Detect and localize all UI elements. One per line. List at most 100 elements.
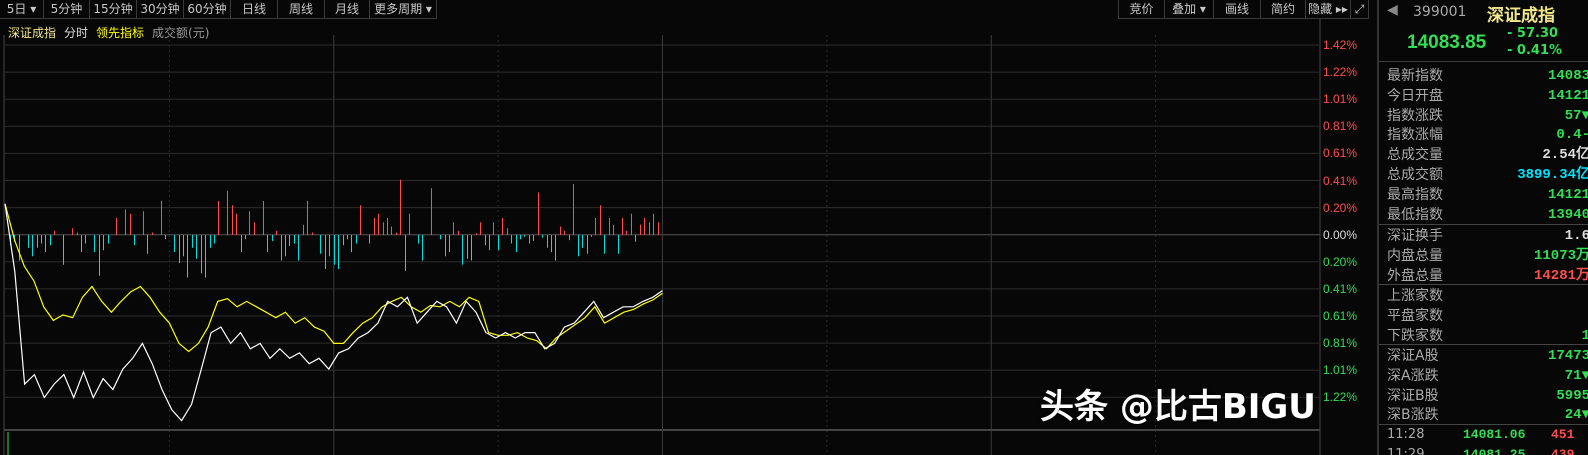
legend-mode[interactable]: 分时	[64, 26, 89, 40]
tool-button-1[interactable]: 叠加 ▾	[1165, 0, 1214, 19]
y-tick-label: 0.41%	[1323, 281, 1358, 296]
stat-row: 总成交额 3899.34亿	[1379, 165, 1588, 185]
stat-label: 外盘总量	[1387, 267, 1443, 284]
stat-label: 今日开盘	[1387, 87, 1443, 104]
tick-price: 14081.06	[1463, 427, 1526, 442]
stat-value: ▼24	[1564, 407, 1588, 424]
price-line	[4, 203, 663, 422]
stat-value: 11073万	[1533, 247, 1588, 264]
stat-row: 内盘总量 11073万	[1379, 246, 1588, 266]
stat-label: 平盘家数	[1387, 307, 1443, 324]
chart-legend: 深证成指 分时 领先指标 成交额(元)	[8, 24, 209, 41]
stat-row: 深A涨跌 ▼71	[1379, 366, 1588, 386]
stat-value: 14121	[1547, 87, 1588, 104]
divider	[1379, 424, 1588, 425]
stat-row: 外盘总量 14281万	[1379, 266, 1588, 286]
stat-row: 上涨家数	[1379, 286, 1588, 306]
stat-value: ▼71	[1564, 367, 1588, 384]
tick-volume: 439	[1551, 447, 1575, 455]
stat-label: 内盘总量	[1387, 247, 1443, 264]
stat-value: 3899.34亿	[1517, 167, 1588, 183]
stat-row: 深证B股 5995	[1379, 386, 1588, 406]
stat-value: -0.4	[1556, 127, 1588, 144]
stat-row: 最高指数 14121	[1379, 185, 1588, 205]
tick-row: 11:28 14081.06 451	[1379, 425, 1588, 445]
y-tick-label: 0.41%	[1323, 173, 1358, 188]
stat-label: 深B涨跌	[1387, 407, 1439, 424]
prev-arrow-icon[interactable]: ◀	[1387, 2, 1398, 18]
period-button-8[interactable]: 更多周期 ▾	[370, 0, 437, 19]
stat-label: 最高指数	[1387, 186, 1443, 203]
tick-row: 11:29 14081.25 439	[1379, 445, 1588, 455]
stat-row: 最低指数 13940	[1379, 205, 1588, 225]
divider	[1379, 344, 1588, 345]
index-code: 399001	[1413, 4, 1467, 20]
stat-row: 平盘家数	[1379, 306, 1588, 326]
stat-label: 最新指数	[1387, 68, 1443, 84]
stat-value: 14281万	[1533, 267, 1588, 284]
y-tick-label: 0.61%	[1323, 146, 1358, 161]
stat-value: 2.54亿	[1542, 147, 1588, 164]
y-tick-label: 1.22%	[1323, 65, 1358, 80]
stat-value: 17473	[1547, 348, 1588, 364]
stat-value: 13940	[1547, 206, 1588, 223]
period-button-2[interactable]: 15分钟	[90, 0, 137, 19]
tool-button-3[interactable]: 简约	[1261, 0, 1306, 19]
stat-label: 指数涨跌	[1387, 107, 1443, 124]
quote-panel: ◀ 399001 深证成指 14083.85 - 57.30 - 0.41% 最…	[1377, 0, 1588, 455]
tick-time: 11:29	[1387, 447, 1425, 455]
period-button-1[interactable]: 5分钟	[44, 0, 90, 19]
stat-label: 总成交额	[1387, 167, 1443, 183]
y-tick-label: 1.42%	[1323, 38, 1358, 52]
stat-value: 5995	[1556, 387, 1588, 404]
stat-label: 最低指数	[1387, 206, 1443, 223]
stat-row: 深证换手 1.6	[1379, 226, 1588, 246]
divider	[1379, 284, 1588, 285]
tool-button-5[interactable]: ⤢	[1351, 0, 1369, 19]
y-tick-label: 0.20%	[1323, 254, 1358, 269]
stat-value: 14083	[1547, 68, 1588, 84]
legend-volume[interactable]: 成交额(元)	[152, 26, 210, 40]
stat-row: 指数涨幅 -0.4	[1379, 125, 1588, 145]
y-tick-label: 1.01%	[1323, 363, 1358, 378]
y-tick-label: 0.81%	[1323, 336, 1358, 351]
period-button-0[interactable]: 5日 ▾	[0, 0, 44, 19]
tool-button-4[interactable]: 隐藏 ▸▸	[1306, 0, 1351, 19]
stat-label: 深A涨跌	[1387, 367, 1439, 384]
stat-label: 下跌家数	[1387, 327, 1443, 344]
intraday-chart[interactable]	[0, 0, 1377, 455]
stat-row: 下跌家数 1	[1379, 326, 1588, 346]
price-change-pct: - 0.41%	[1507, 43, 1563, 58]
lead-indicator-line	[4, 203, 663, 353]
stat-label: 指数涨幅	[1387, 127, 1443, 144]
y-tick-label: 0.20%	[1323, 200, 1358, 215]
stat-label: 深证A股	[1387, 348, 1439, 364]
period-button-6[interactable]: 周线	[278, 0, 325, 19]
divider	[1379, 224, 1588, 225]
stat-row: 深B涨跌 ▼24	[1379, 405, 1588, 425]
tick-price: 14081.25	[1463, 447, 1526, 455]
index-name: 深证成指	[1487, 6, 1555, 26]
stat-row: 今日开盘 14121	[1379, 86, 1588, 106]
tool-button-2[interactable]: 画线	[1214, 0, 1261, 19]
tick-time: 11:28	[1387, 427, 1425, 442]
period-button-7[interactable]: 月线	[325, 0, 370, 19]
stat-value: 14121	[1547, 186, 1588, 203]
stat-label: 总成交量	[1387, 147, 1443, 164]
stat-value: ▼57	[1564, 107, 1588, 124]
y-tick-label: 0.00%	[1323, 227, 1358, 242]
y-tick-label: 0.61%	[1323, 309, 1358, 323]
tools-toolbar: 竞价 叠加 ▾ 画线 简约 隐藏 ▸▸ ⤢	[1118, 0, 1369, 19]
stat-row: 深证A股 17473	[1379, 346, 1588, 366]
watermark: 头条 @比古BIGU	[1040, 387, 1316, 427]
tool-button-0[interactable]: 竞价	[1119, 0, 1165, 19]
y-tick-label: 0.81%	[1323, 119, 1358, 134]
period-toolbar: 5日 ▾ 5分钟 15分钟 30分钟 60分钟 日线 周线 月线 更多周期 ▾	[0, 0, 437, 19]
period-button-5[interactable]: 日线	[231, 0, 278, 19]
stat-label: 深证B股	[1387, 387, 1439, 404]
y-tick-label: 1.01%	[1323, 92, 1358, 107]
period-button-4[interactable]: 60分钟	[184, 0, 231, 19]
last-price: 14083.85	[1407, 32, 1487, 53]
legend-lead-indicator[interactable]: 领先指标	[96, 26, 145, 40]
period-button-3[interactable]: 30分钟	[137, 0, 184, 19]
